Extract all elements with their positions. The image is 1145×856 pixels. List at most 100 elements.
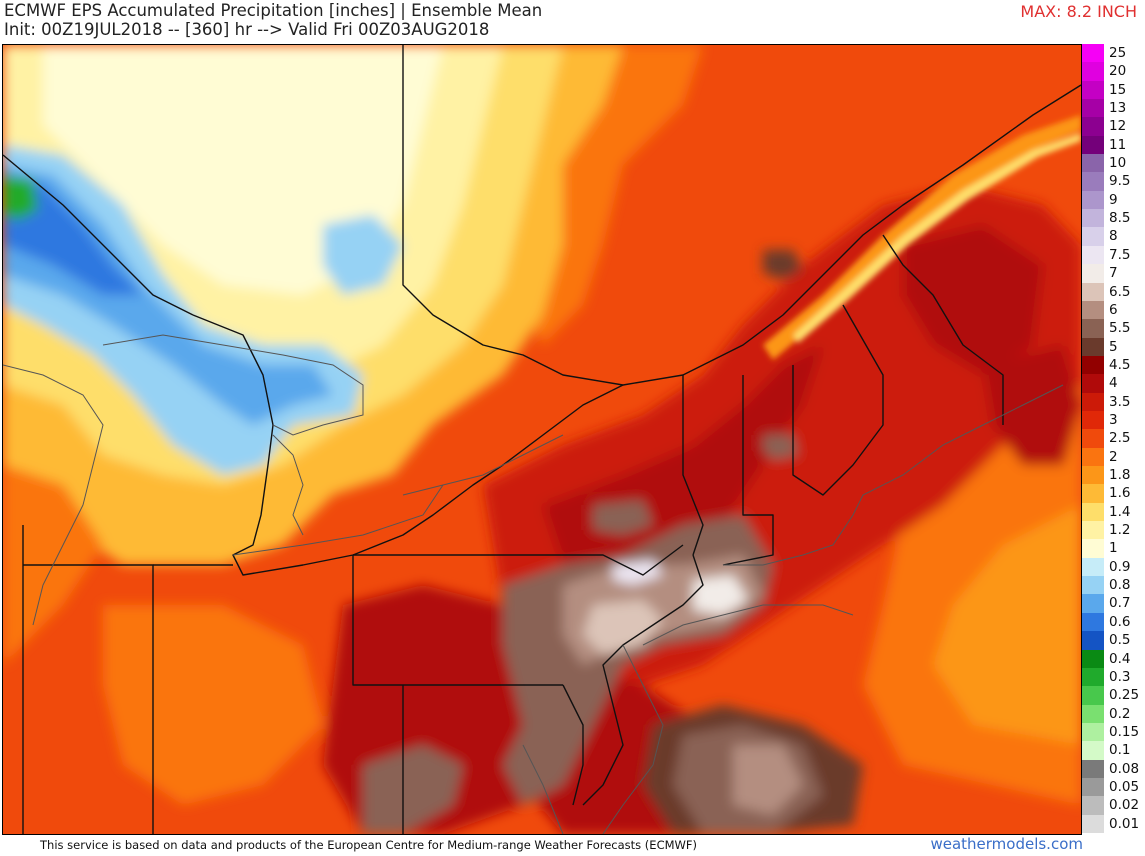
legend-swatch <box>1082 374 1104 393</box>
legend-entry: 3.5 <box>1082 392 1144 411</box>
legend-swatch <box>1082 557 1104 577</box>
legend-label: 0.25 <box>1109 687 1140 704</box>
legend-entry: 1.4 <box>1082 502 1144 522</box>
legend-swatch <box>1082 264 1104 283</box>
legend-swatch <box>1082 521 1104 540</box>
legend-label: 0.02 <box>1109 797 1140 814</box>
legend-entry: 0.01 <box>1082 814 1144 833</box>
legend-entry: 0.7 <box>1082 594 1144 613</box>
legend-entry: 10 <box>1082 154 1144 173</box>
legend-swatch <box>1082 594 1104 613</box>
legend-label: 4 <box>1109 375 1118 392</box>
legend-swatch <box>1082 539 1104 558</box>
legend-swatch <box>1082 777 1104 797</box>
legend-entry: 0.08 <box>1082 759 1144 778</box>
legend-swatch <box>1082 190 1104 210</box>
legend-swatch <box>1082 99 1104 118</box>
legend-label: 0.6 <box>1109 613 1131 630</box>
legend-swatch <box>1082 319 1104 338</box>
legend-entry: 1.2 <box>1082 521 1144 540</box>
legend-label: 5 <box>1109 338 1118 355</box>
legend-label: 2 <box>1109 448 1118 465</box>
legend-label: 8 <box>1109 228 1118 245</box>
legend-swatch <box>1082 741 1104 760</box>
legend-label: 0.1 <box>1109 742 1131 759</box>
legend-swatch <box>1082 135 1104 155</box>
legend-label: 9.5 <box>1109 173 1131 190</box>
legend-entry: 0.05 <box>1082 777 1144 797</box>
legend-swatch <box>1082 649 1104 668</box>
precipitation-legend: 25 20 15 13 12 11 10 9.5 9 8.5 8 7.5 7 6.5 6 5.5 5 4.5 4 3.… <box>1082 44 1144 833</box>
legend-entry: 5.5 <box>1082 319 1144 338</box>
legend-label: 10 <box>1109 155 1127 172</box>
legend-label: 0.7 <box>1109 595 1131 612</box>
legend-swatch <box>1082 245 1104 265</box>
legend-swatch <box>1082 796 1104 815</box>
legend-entry: 0.25 <box>1082 686 1144 705</box>
legend-swatch <box>1082 667 1104 687</box>
political-boundaries <box>3 45 1081 834</box>
legend-label: 13 <box>1109 100 1127 117</box>
legend-label: 0.5 <box>1109 632 1131 649</box>
legend-label: 6 <box>1109 301 1118 318</box>
legend-label: 20 <box>1109 63 1127 80</box>
legend-entry: 0.5 <box>1082 631 1144 650</box>
legend-swatch <box>1082 392 1104 411</box>
legend-swatch <box>1082 44 1104 63</box>
precipitation-map <box>2 44 1082 835</box>
max-value-label: MAX: 8.2 INCH <box>1020 2 1137 21</box>
legend-entry: 15 <box>1082 80 1144 100</box>
legend-entry: 0.15 <box>1082 722 1144 742</box>
legend-label: 0.9 <box>1109 558 1131 575</box>
legend-label: 3.5 <box>1109 393 1131 410</box>
legend-swatch <box>1082 704 1104 723</box>
legend-swatch <box>1082 154 1104 173</box>
legend-swatch <box>1082 355 1104 375</box>
footer-disclaimer: This service is based on data and produc… <box>40 838 697 852</box>
legend-label: 0.8 <box>1109 577 1131 594</box>
legend-label: 0.15 <box>1109 723 1140 740</box>
legend-swatch <box>1082 62 1104 81</box>
legend-entry: 2 <box>1082 447 1144 467</box>
legend-swatch <box>1082 410 1104 430</box>
legend-swatch <box>1082 117 1104 136</box>
legend-label: 0.2 <box>1109 705 1131 722</box>
legend-label: 1.6 <box>1109 485 1131 502</box>
legend-entry: 13 <box>1082 99 1144 118</box>
legend-entry: 3 <box>1082 410 1144 430</box>
legend-label: 1.8 <box>1109 467 1131 484</box>
legend-swatch <box>1082 80 1104 100</box>
legend-label: 15 <box>1109 81 1127 98</box>
legend-entry: 1 <box>1082 539 1144 558</box>
legend-entry: 12 <box>1082 117 1144 136</box>
legend-entry: 0.6 <box>1082 612 1144 632</box>
legend-label: 1.2 <box>1109 522 1131 539</box>
legend-label: 6.5 <box>1109 283 1131 300</box>
legend-label: 3 <box>1109 411 1118 428</box>
legend-label: 4.5 <box>1109 356 1131 373</box>
brand-link[interactable]: weathermodels.com <box>930 835 1083 853</box>
legend-label: 1.4 <box>1109 503 1131 520</box>
legend-entry: 1.8 <box>1082 466 1144 485</box>
legend-entry: 0.2 <box>1082 704 1144 723</box>
legend-label: 0.01 <box>1109 815 1140 832</box>
legend-swatch <box>1082 576 1104 595</box>
map-canvas <box>3 45 1081 834</box>
legend-label: 0.3 <box>1109 668 1131 685</box>
legend-entry: 0.02 <box>1082 796 1144 815</box>
legend-entry: 7.5 <box>1082 245 1144 265</box>
legend-entry: 11 <box>1082 135 1144 155</box>
legend-swatch <box>1082 631 1104 650</box>
legend-entry: 4.5 <box>1082 355 1144 375</box>
map-subtitle: Init: 00Z19JUL2018 -- [360] hr --> Valid… <box>4 20 490 39</box>
legend-label: 7.5 <box>1109 246 1131 263</box>
legend-swatch <box>1082 227 1104 246</box>
legend-swatch <box>1082 300 1104 320</box>
legend-entry: 0.3 <box>1082 667 1144 687</box>
legend-swatch <box>1082 172 1104 191</box>
legend-swatch <box>1082 484 1104 503</box>
legend-entry: 7 <box>1082 264 1144 283</box>
legend-entry: 5 <box>1082 337 1144 356</box>
legend-entry: 6 <box>1082 300 1144 320</box>
legend-swatch <box>1082 814 1104 833</box>
